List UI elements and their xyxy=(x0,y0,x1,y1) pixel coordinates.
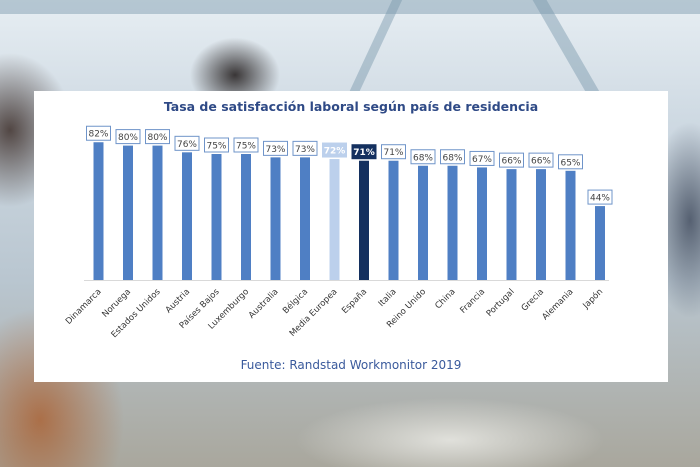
data-label-box xyxy=(558,154,583,170)
category-tick-label: China xyxy=(433,287,457,311)
data-label-box xyxy=(351,144,377,160)
data-label-box xyxy=(86,125,111,141)
ceiling-beam xyxy=(532,0,602,95)
bar xyxy=(506,169,517,280)
bar xyxy=(359,160,369,280)
category-tick-label: Austria xyxy=(164,287,192,315)
data-label: 66% xyxy=(501,157,521,167)
chart-source: Fuente: Randstad Workmonitor 2019 xyxy=(240,358,462,372)
category-tick-label: Italia xyxy=(377,287,399,309)
data-label: 71% xyxy=(353,148,375,158)
data-label-box xyxy=(469,150,495,166)
category-tick-label: Australia xyxy=(247,287,281,321)
data-label-box xyxy=(440,149,465,165)
data-label: 71% xyxy=(383,148,403,158)
category-tick-label: Francia xyxy=(458,287,487,316)
data-label-box xyxy=(292,140,318,156)
bar xyxy=(211,154,222,280)
category-tick-label: Dinamarca xyxy=(64,287,104,327)
data-label-box xyxy=(115,129,141,145)
data-label-box xyxy=(322,142,347,158)
bar xyxy=(565,170,576,280)
data-label: 73% xyxy=(265,145,285,155)
data-label-box xyxy=(528,152,554,168)
category-tick-label: Portugal xyxy=(485,287,517,319)
bar xyxy=(477,167,487,280)
data-label-box xyxy=(587,189,613,205)
bar xyxy=(329,159,340,280)
bar xyxy=(300,157,310,280)
data-label-box xyxy=(410,149,436,165)
data-label: 80% xyxy=(147,133,167,143)
chart-title: Tasa de satisfacción laboral según país … xyxy=(163,99,539,114)
data-label-box xyxy=(499,152,524,168)
data-label: 75% xyxy=(206,142,226,152)
data-label: 68% xyxy=(413,153,433,163)
category-tick-label: España xyxy=(340,287,369,316)
bar xyxy=(93,142,104,280)
ceiling-beam xyxy=(0,0,700,14)
bar xyxy=(388,160,399,280)
data-label-box xyxy=(233,137,259,153)
data-label: 72% xyxy=(324,147,346,157)
data-label: 76% xyxy=(177,140,197,150)
bar xyxy=(536,169,546,280)
data-label-box xyxy=(263,140,288,156)
bar xyxy=(418,165,428,280)
bar xyxy=(182,152,192,280)
chart-panel: Tasa de satisfacción laboral según país … xyxy=(34,91,668,382)
data-label: 82% xyxy=(88,130,108,140)
data-label: 65% xyxy=(560,158,580,168)
data-label: 66% xyxy=(531,157,551,167)
data-label: 75% xyxy=(236,142,256,152)
bar xyxy=(152,145,163,280)
category-tick-label: Grecia xyxy=(520,287,546,313)
data-label: 68% xyxy=(442,153,462,163)
category-tick-label: Alemania xyxy=(540,287,575,322)
bar xyxy=(595,206,605,280)
data-label-box xyxy=(381,144,406,160)
data-label: 73% xyxy=(295,145,315,155)
data-label-box xyxy=(145,129,170,145)
data-label: 80% xyxy=(118,133,138,143)
bar xyxy=(123,145,133,280)
ceiling-beam xyxy=(347,0,403,95)
category-tick-label: Japón xyxy=(580,286,605,311)
bar xyxy=(241,154,251,280)
data-label: 67% xyxy=(472,155,492,165)
data-label-box xyxy=(174,135,200,151)
category-tick-label: Bélgica xyxy=(280,286,310,316)
bar xyxy=(447,165,458,280)
data-label: 44% xyxy=(590,194,610,204)
data-label-box xyxy=(204,137,229,153)
bar xyxy=(270,157,281,280)
